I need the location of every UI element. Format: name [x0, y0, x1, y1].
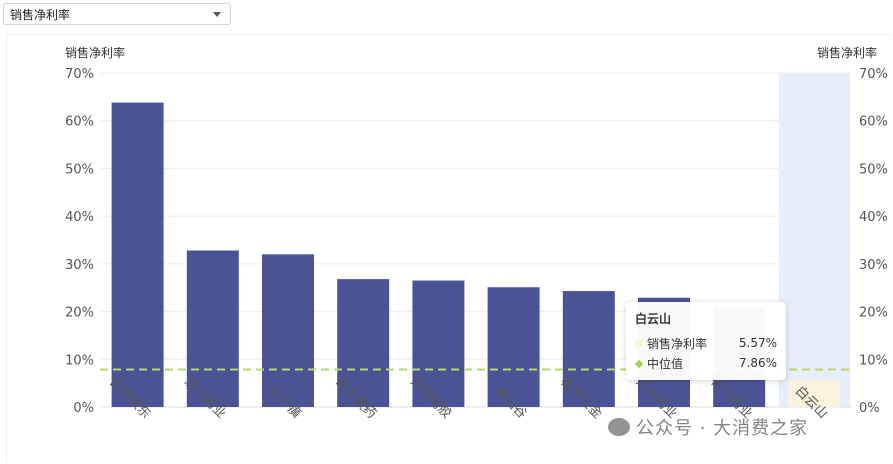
y-tick-label-right: 70%: [859, 67, 888, 82]
right-axis-title: 销售净利率: [817, 46, 878, 60]
y-tick-label-left: 20%: [65, 306, 94, 321]
tooltip-median-label: 中位值: [647, 356, 684, 371]
bar-chart: 0% 0% 10% 10% 20% 20% 30% 30% 40% 40% 50% 50% 60% 60%…: [65, 67, 888, 422]
y-tick-label-right: 20%: [859, 306, 888, 321]
chevron-down-icon: [213, 12, 221, 17]
highlight-band: [778, 73, 850, 407]
metric-select[interactable]: 销售净利率: [3, 3, 231, 25]
y-tick-label-left: 30%: [65, 258, 94, 273]
wechat-logo-icon: [608, 418, 630, 436]
tooltip-median-value: 7.86%: [738, 356, 777, 370]
y-tick-label-left: 60%: [65, 115, 94, 130]
series-swatch-icon: [635, 339, 643, 347]
y-tick-label-right: 10%: [859, 353, 888, 368]
y-tick-label-left: 50%: [65, 162, 94, 177]
y-tick-label-right: 60%: [859, 115, 888, 130]
watermark: 公众号 · 大消费之家: [608, 414, 808, 440]
y-tick-label-left: 0%: [73, 401, 94, 416]
watermark-text: 公众号 · 大消费之家: [636, 418, 809, 439]
tooltip-series-label: 销售净利率: [647, 336, 708, 351]
y-tick-label-right: 0%: [859, 401, 880, 416]
y-tick-label-right: 40%: [859, 210, 888, 225]
tooltip-title: 白云山: [635, 312, 672, 326]
chart-panel: 销售净利率 销售净利率 0% 0% 10% 10% 20% 20% 30% 30% 40% 40%…: [6, 34, 891, 463]
bar: [337, 279, 390, 407]
bar: [111, 102, 164, 407]
bar: [186, 250, 239, 407]
median-diamond-icon: [634, 359, 644, 369]
y-tick-label-left: 10%: [65, 353, 94, 368]
left-axis-title: 销售净利率: [65, 46, 126, 60]
y-tick-label-right: 30%: [859, 258, 888, 273]
y-tick-label-right: 50%: [859, 162, 888, 177]
tooltip-row: 中位值 7.86%: [634, 353, 777, 373]
y-tick-label-left: 40%: [65, 210, 94, 225]
tooltip-series-value: 5.57%: [738, 336, 777, 350]
bar: [788, 380, 841, 407]
bar: [262, 254, 314, 407]
bar: [562, 291, 615, 407]
bar: [487, 287, 540, 407]
metric-select-value: 销售净利率: [10, 7, 71, 22]
bar: [412, 280, 465, 407]
chart-tooltip: 白云山 销售净利率 5.57% 中位值 7.86%: [626, 302, 786, 380]
y-tick-label-left: 70%: [65, 67, 94, 82]
tooltip-row: 销售净利率 5.57%: [635, 333, 777, 353]
